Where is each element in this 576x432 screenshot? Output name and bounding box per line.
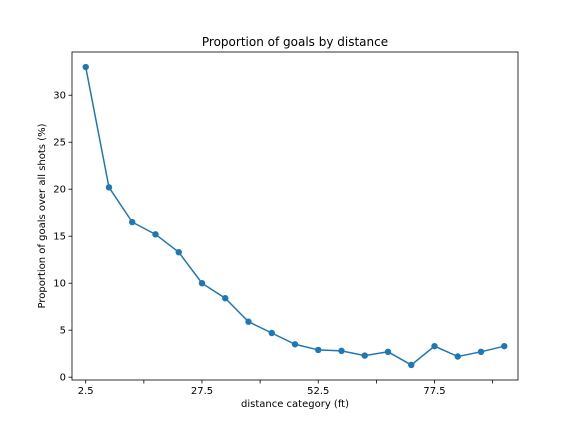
- x-tick-label: 52.5: [307, 386, 329, 397]
- x-axis-title: distance category (ft): [241, 399, 349, 410]
- data-point: [152, 231, 159, 238]
- data-point: [222, 295, 229, 302]
- x-tick-label: 77.5: [423, 386, 445, 397]
- data-point: [501, 342, 508, 350]
- data-point: [338, 347, 345, 355]
- data-point: [198, 279, 206, 287]
- data-point: [175, 248, 182, 256]
- data-point: [477, 348, 485, 356]
- data-point: [268, 329, 275, 337]
- data-point: [82, 63, 89, 71]
- x-tick-label: 27.5: [191, 386, 213, 397]
- data-point: [384, 348, 392, 356]
- y-tick-label: 30: [53, 91, 66, 102]
- data-point: [129, 218, 136, 226]
- y-tick-label: 20: [53, 185, 66, 196]
- x-tick-label: 2.5: [78, 386, 94, 397]
- data-point: [361, 352, 368, 359]
- y-axis-title: Proportion of goals over all shots (%): [37, 123, 48, 308]
- plot-area: 2.5 27.5 52.5 77.5 0 5 10 15 20 25 30: [53, 51, 519, 397]
- y-tick-label: 0: [60, 373, 66, 384]
- data-point: [431, 342, 438, 350]
- data-point: [454, 353, 461, 360]
- data-point: [105, 184, 113, 191]
- data-point: [291, 341, 299, 348]
- y-tick-label: 10: [53, 279, 66, 290]
- series-line: [84, 66, 505, 366]
- data-point: [408, 361, 415, 369]
- y-tick-label: 25: [53, 138, 66, 149]
- data-point: [245, 318, 252, 325]
- data-point: [315, 346, 322, 354]
- plot-frame: [71, 51, 519, 381]
- y-tick-label: 5: [60, 326, 66, 337]
- chart-title: Proportion of goals by distance: [202, 35, 388, 49]
- y-tick-label: 15: [53, 232, 66, 243]
